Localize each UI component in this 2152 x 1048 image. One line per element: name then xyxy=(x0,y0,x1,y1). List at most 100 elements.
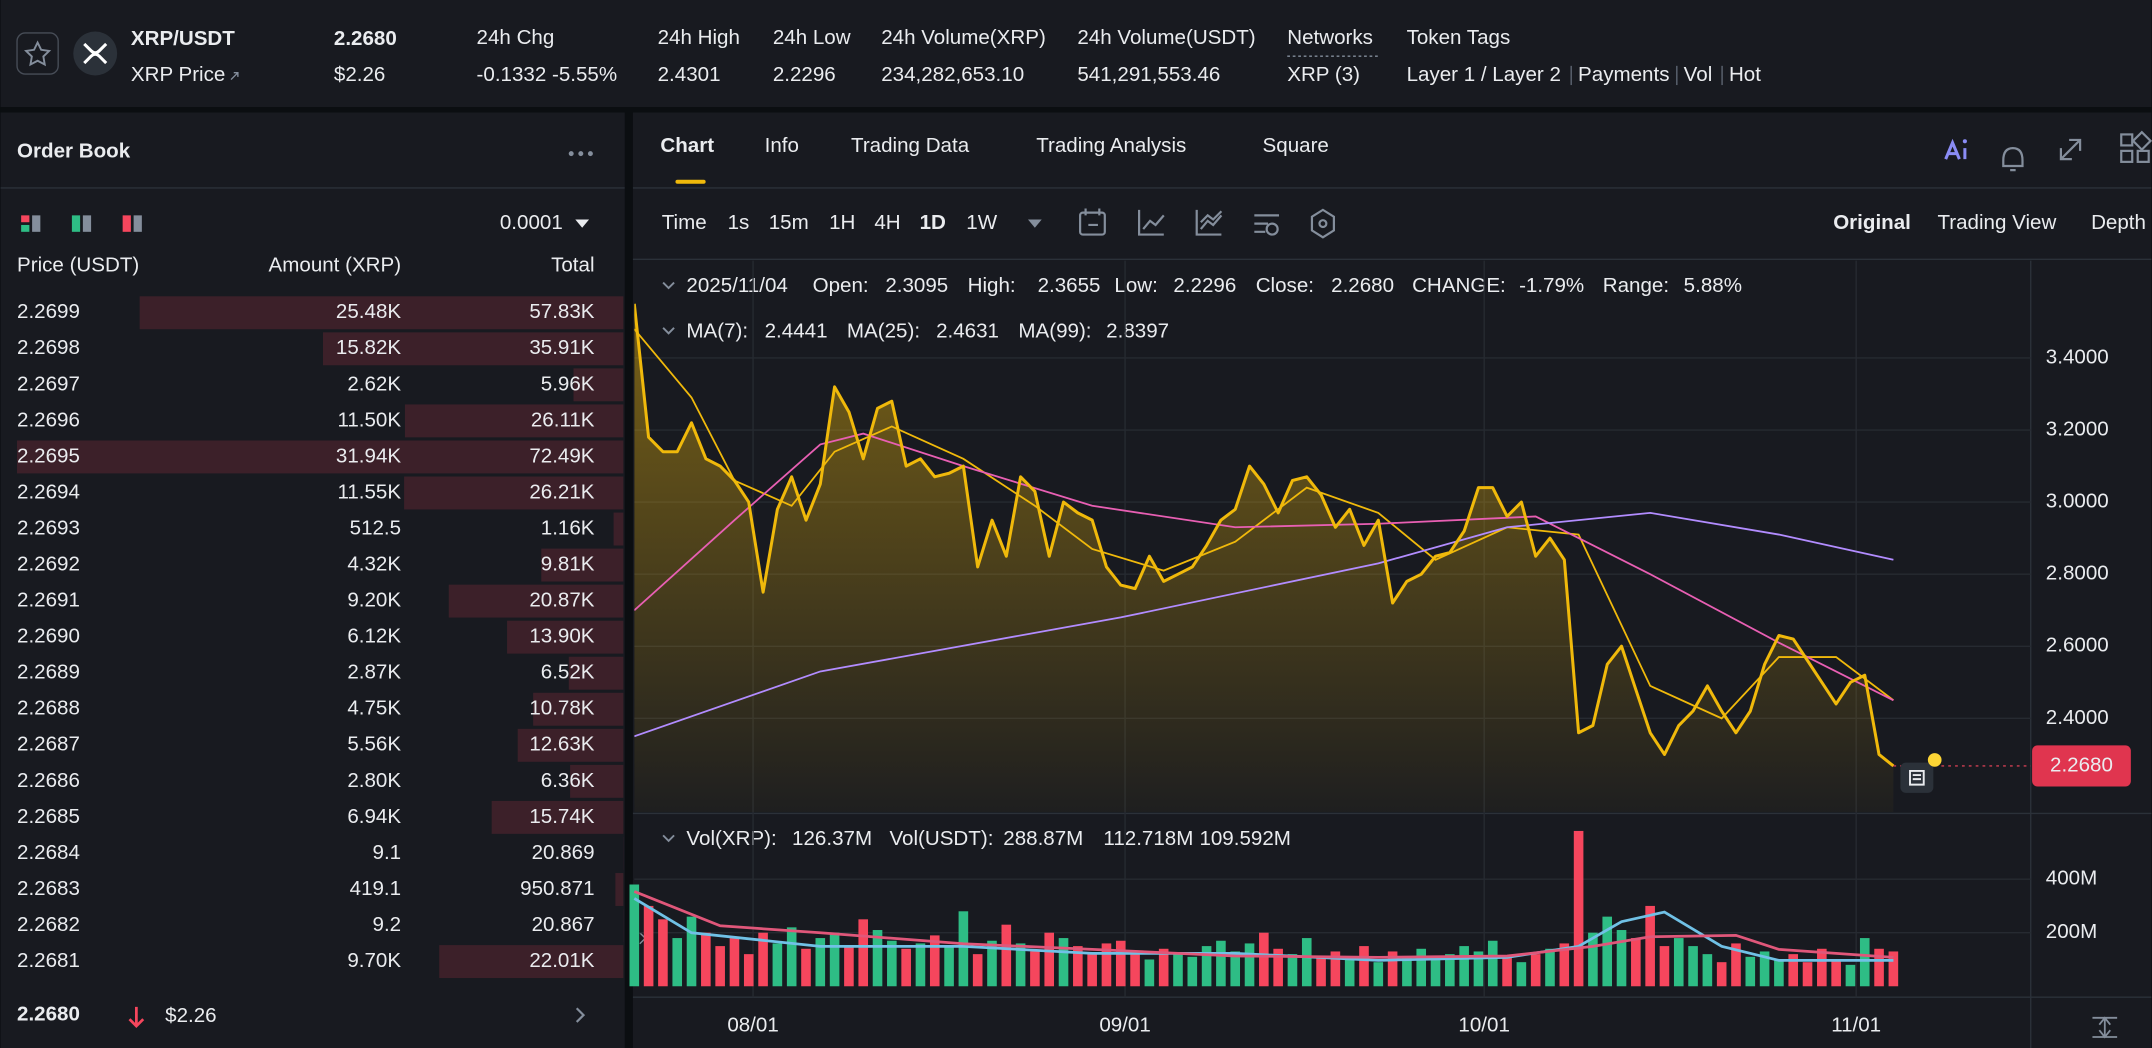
volume-bar xyxy=(1702,954,1713,987)
y-tick-label: 3.4000 xyxy=(2046,345,2109,368)
volume-bar xyxy=(1645,905,1655,987)
depth-bar xyxy=(613,512,624,546)
stat-label: 24h High xyxy=(658,26,740,49)
volume-ma-line xyxy=(633,897,1894,962)
ohlc-label: Open: xyxy=(813,274,869,297)
volume-bar xyxy=(1058,938,1069,987)
depth-bar xyxy=(448,584,624,618)
interval[interactable]: 15m xyxy=(769,211,809,234)
book-last-price: 2.2680 xyxy=(17,1003,80,1026)
depth-bar xyxy=(507,620,624,654)
ask-amount: 11.55K xyxy=(337,480,401,503)
more-icon[interactable] xyxy=(568,151,593,157)
volume-bar xyxy=(1845,964,1856,987)
volume-bar xyxy=(701,932,711,987)
ask-amount: 9.70K xyxy=(347,949,401,972)
ask-total: 13.90K xyxy=(529,625,594,648)
volume-bar xyxy=(815,938,826,987)
volume-bar xyxy=(1831,959,1841,987)
ma-value: 2.4631 xyxy=(936,319,999,342)
ohlc-label: Low: xyxy=(1114,274,1157,297)
ask-amount: 6.94K xyxy=(347,805,401,828)
ma-value: 2.4441 xyxy=(765,319,828,342)
ask-price: 2.2681 xyxy=(17,949,80,972)
ask-price: 2.2697 xyxy=(17,372,80,395)
ask-price: 2.2685 xyxy=(17,805,80,828)
interval[interactable]: 1W xyxy=(966,211,997,234)
volume-bar xyxy=(1430,959,1441,987)
ohlc-value: 5.88% xyxy=(1684,274,1742,297)
volume-bar xyxy=(1616,930,1627,987)
volume-bar xyxy=(1817,948,1827,987)
view-option[interactable]: Trading View xyxy=(1937,211,2056,234)
volume-bar xyxy=(758,932,768,987)
ask-amount: 5.56K xyxy=(347,733,401,756)
volume-bar xyxy=(1287,954,1298,987)
volume-bar xyxy=(1230,951,1241,987)
ask-price: 2.2696 xyxy=(17,408,80,431)
volume-bar xyxy=(1516,962,1527,987)
volume-bar xyxy=(1859,938,1870,987)
ma-value: 2.8397 xyxy=(1106,319,1169,342)
precision-dropdown[interactable] xyxy=(575,219,590,228)
interval[interactable]: 4H xyxy=(874,211,900,234)
view-option[interactable]: Original xyxy=(1833,211,1911,234)
stat-value: 2.2296 xyxy=(773,63,836,86)
chevron-right[interactable] xyxy=(575,1007,586,1023)
ask-price: 2.2682 xyxy=(17,913,80,936)
volume-bar xyxy=(1745,956,1756,987)
book-view-icons[interactable] xyxy=(21,215,142,232)
chart-tab[interactable]: Info xyxy=(765,134,799,157)
y-tick-label: 3.2000 xyxy=(2046,417,2109,440)
depth-bar xyxy=(322,332,624,366)
volume-bar xyxy=(1545,948,1555,987)
order-book-panel xyxy=(0,112,625,1048)
toolbar-icons[interactable] xyxy=(1027,130,2152,239)
view-option[interactable]: Depth xyxy=(2091,211,2146,234)
chart-tab[interactable]: Chart xyxy=(660,134,714,157)
volume-bar xyxy=(729,938,740,987)
panel-title: Order Book xyxy=(17,140,131,163)
stat-label: Token Tags xyxy=(1407,26,1511,49)
legend-chevrons[interactable] xyxy=(662,281,675,843)
chart-tab[interactable]: Trading Data xyxy=(851,134,970,157)
interval[interactable]: Time xyxy=(662,211,707,234)
ai-icon[interactable] xyxy=(1944,138,1967,160)
chart-tab[interactable]: Trading Analysis xyxy=(1036,134,1186,157)
volume-bar xyxy=(1144,959,1155,987)
volume-bar xyxy=(786,927,797,987)
ask-price: 2.2691 xyxy=(17,589,80,612)
ask-price: 2.2698 xyxy=(17,336,80,359)
ask-price: 2.2690 xyxy=(17,625,80,648)
ask-amount: 11.50K xyxy=(337,408,401,431)
chart-tab[interactable]: Square xyxy=(1263,134,1329,157)
ask-price: 2.2689 xyxy=(17,661,80,684)
axis-scale-icon[interactable] xyxy=(2092,1016,2118,1039)
depth-bar xyxy=(404,404,624,438)
ask-price: 2.2684 xyxy=(17,841,80,864)
interval[interactable]: 1H xyxy=(829,211,855,234)
ask-total: 22.01K xyxy=(529,949,594,972)
volume-bar xyxy=(658,919,668,987)
volume-bar xyxy=(1402,956,1412,987)
ohlc-date: 2025/11/04 xyxy=(686,274,787,297)
favorite-button[interactable] xyxy=(16,32,59,75)
volume-bar xyxy=(1216,940,1226,987)
ohlc-value: 2.2296 xyxy=(1173,274,1236,297)
ask-amount: 4.75K xyxy=(347,697,401,720)
volume-bar xyxy=(1473,951,1484,987)
interval[interactable]: 1s xyxy=(728,211,750,234)
interval[interactable]: 1D xyxy=(920,211,946,234)
volume-bar xyxy=(686,916,697,987)
volume-bar xyxy=(1530,954,1541,987)
depth-bar xyxy=(517,728,624,762)
x-tick-label: 11/01 xyxy=(1831,1013,1881,1036)
down-arrow xyxy=(128,1006,145,1028)
volume-bar xyxy=(929,935,940,987)
column-header: Total xyxy=(551,254,594,277)
chart-marker[interactable] xyxy=(1900,753,1942,793)
volume-bar xyxy=(1602,916,1613,987)
volume-bar xyxy=(1445,954,1455,987)
volume-bar xyxy=(972,954,983,987)
volume-bar xyxy=(1044,932,1055,987)
